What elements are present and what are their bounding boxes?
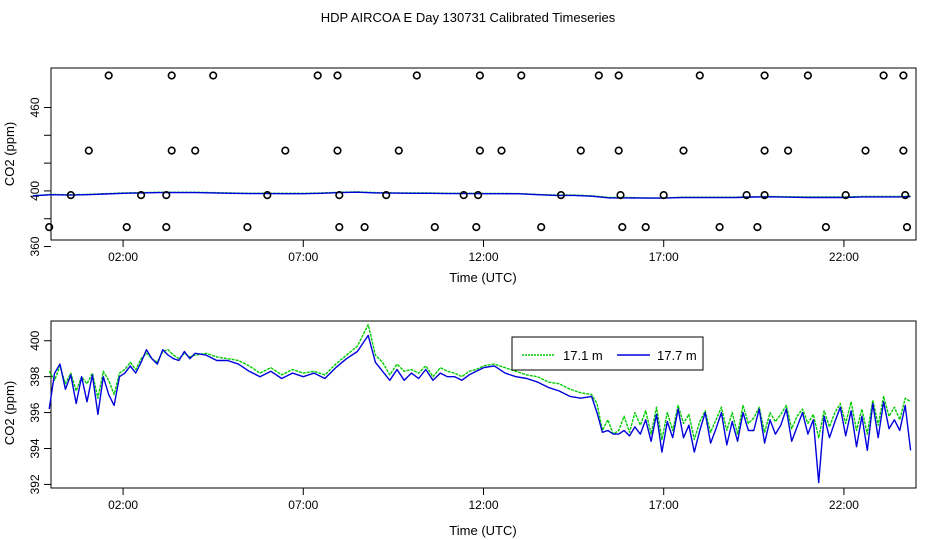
top-marker-point [861, 146, 870, 155]
top-marker-point [902, 223, 912, 232]
top-marker-point [760, 146, 769, 155]
top-marker-point [459, 191, 468, 200]
top-marker-point [333, 146, 342, 155]
top-marker-point [618, 223, 627, 232]
top-marker-point [742, 191, 751, 200]
top-marker-point [497, 146, 506, 155]
bottom-y-tick-label: 392 [28, 474, 42, 494]
top-marker-point [517, 71, 526, 80]
top-marker-point [695, 71, 704, 80]
top-marker-point [475, 146, 485, 155]
top-marker-point [475, 71, 485, 80]
top-marker-point [614, 71, 623, 80]
legend-label-17-7m: 17.7 m [657, 348, 697, 363]
legend-label-17-1m: 17.1 m [563, 348, 603, 363]
top-marker-point [616, 191, 625, 200]
top-y-axis-label: CO2 (ppm) [2, 122, 17, 186]
top-marker-point [614, 146, 623, 155]
bottom-y-axis-label: CO2 (ppm) [2, 381, 17, 445]
top-marker-point [899, 146, 908, 155]
bottom-x-tick-label: 17:00 [649, 498, 679, 512]
top-marker-point [281, 146, 290, 155]
top-x-tick-label: 12:00 [468, 250, 498, 264]
chart-title: HDP AIRCOA E Day 130731 Calibrated Times… [321, 10, 616, 25]
top-marker-point [537, 223, 546, 232]
top-marker-point [760, 71, 769, 80]
bottom-y-tick-label: 396 [28, 402, 42, 422]
top-marker-point [679, 146, 688, 155]
top-marker-point [753, 223, 762, 232]
top-marker-point [335, 223, 344, 232]
top-marker-point [167, 71, 176, 80]
bottom-x-tick-label: 02:00 [108, 498, 138, 512]
top-y-axis: 360 400 460 [28, 97, 51, 257]
legend-box [511, 336, 704, 371]
bottom-x-axis: 02:00 07:00 12:00 17:00 22:00 [108, 488, 859, 512]
top-marker-point [430, 223, 439, 232]
top-marker-point [783, 146, 793, 155]
top-marker-point [659, 191, 668, 200]
top-y-tick-label: 460 [28, 97, 42, 117]
top-marker-point [84, 146, 93, 155]
top-marker-point [333, 71, 342, 80]
top-marker-point [162, 191, 171, 200]
bottom-x-axis-label: Time (UTC) [449, 523, 516, 538]
top-marker-point [715, 223, 724, 232]
top-y-tick-label: 400 [28, 181, 42, 201]
top-marker-point [191, 146, 200, 155]
top-x-tick-label: 22:00 [829, 250, 859, 264]
top-marker-point [899, 71, 908, 80]
top-marker-point [360, 223, 369, 232]
top-marker-point [472, 223, 481, 232]
top-marker-point [45, 223, 54, 232]
top-x-tick-label: 02:00 [108, 250, 138, 264]
top-marker-point [412, 71, 421, 80]
bottom-x-tick-label: 07:00 [288, 498, 318, 512]
bottom-y-axis: 392 394 396 398 400 [28, 330, 51, 494]
top-marker-point [313, 71, 322, 80]
top-marker-point [209, 71, 218, 80]
top-x-axis: 02:00 07:00 12:00 17:00 22:00 [108, 240, 859, 264]
bottom-series-group [48, 323, 912, 484]
top-marker-point [263, 191, 272, 200]
top-marker-point [641, 223, 650, 232]
top-marker-point [576, 146, 585, 155]
top-marker-point [243, 223, 252, 232]
top-marker-point [394, 146, 403, 155]
top-marker-point [122, 223, 131, 232]
top-panel: 02:00 07:00 12:00 17:00 22:00 360 400 460 Time… [2, 67, 917, 285]
top-marker-point [162, 223, 171, 232]
legend: 17.1 m 17.7 m [511, 336, 704, 371]
top-y-tick-label: 360 [28, 236, 42, 256]
top-marker-point [382, 191, 391, 200]
top-x-tick-label: 07:00 [288, 250, 318, 264]
top-marker-point [803, 71, 813, 80]
top-marker-point [137, 191, 146, 200]
top-x-axis-label: Time (UTC) [449, 270, 516, 285]
top-marker-point [841, 191, 850, 200]
top-markers-group [45, 71, 912, 232]
top-x-tick-label: 17:00 [649, 250, 679, 264]
bottom-y-tick-label: 394 [28, 438, 42, 458]
top-marker-point [594, 71, 603, 80]
top-marker-point [66, 191, 75, 200]
bottom-series-17-7-m-line [48, 334, 912, 484]
bottom-x-tick-label: 22:00 [829, 498, 859, 512]
top-marker-point [760, 191, 769, 200]
bottom-y-tick-label: 398 [28, 366, 42, 386]
bottom-panel: 02:00 07:00 12:00 17:00 22:00 392 394 396 398 40… [2, 320, 917, 538]
top-marker-point [556, 191, 566, 200]
top-marker-point [821, 223, 831, 232]
top-marker-point [104, 71, 113, 80]
bottom-y-tick-label: 400 [28, 330, 42, 350]
top-marker-point [901, 191, 910, 200]
top-marker-point [335, 191, 344, 200]
bottom-x-tick-label: 12:00 [468, 498, 498, 512]
top-marker-point [167, 146, 176, 155]
top-marker-point [474, 191, 483, 200]
top-marker-point [879, 71, 888, 80]
